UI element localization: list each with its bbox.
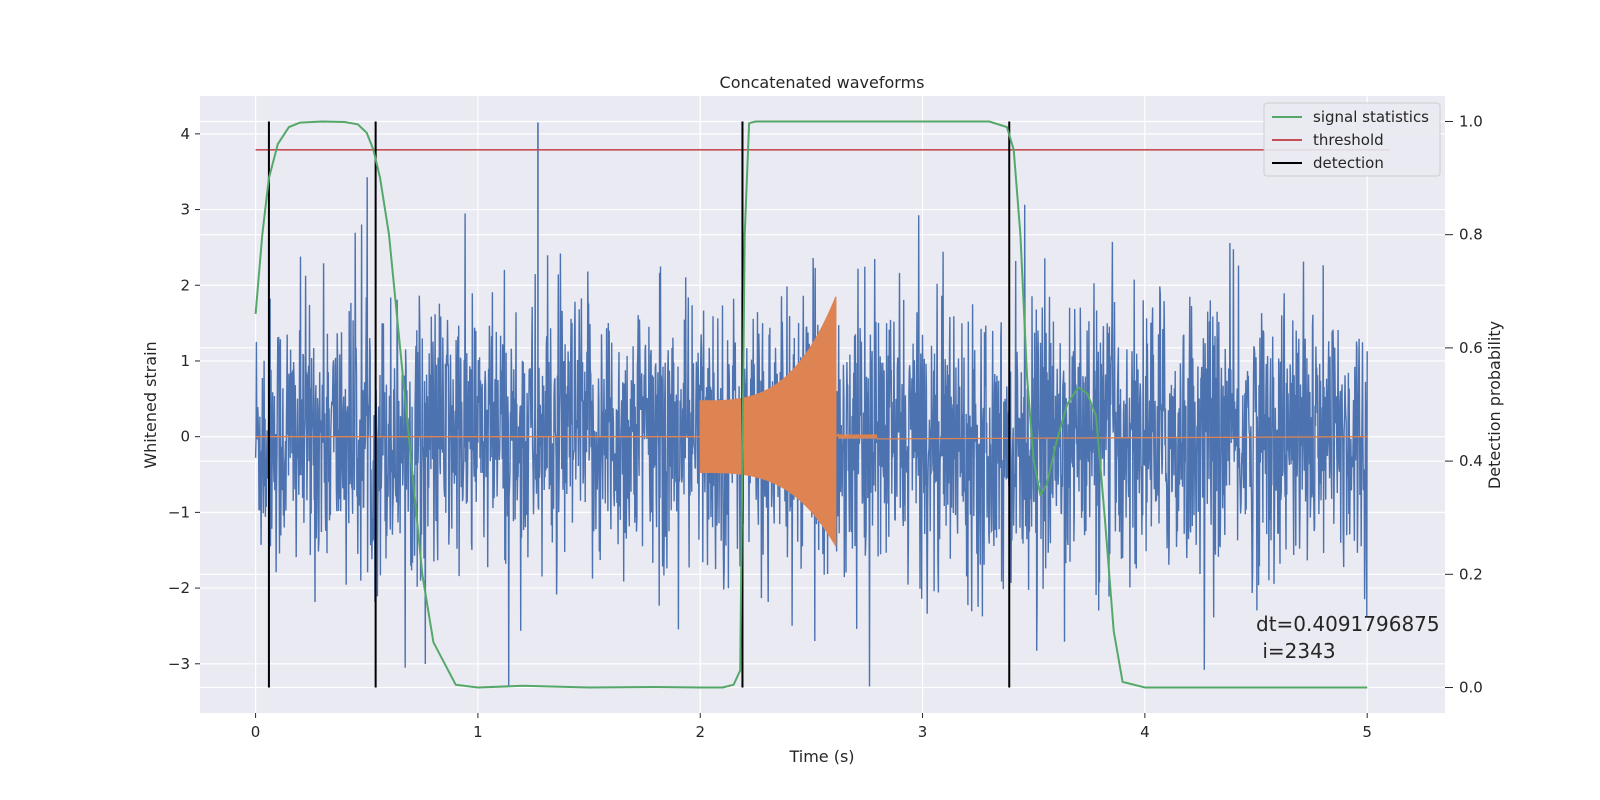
y-tick-label-4: 1 [180,352,190,370]
y-tick-label-7: 4 [180,125,190,143]
y2-tick-label-0: 0.0 [1459,679,1483,697]
y-tick-label-1: −2 [168,579,190,597]
legend-box [1263,102,1441,177]
legend-label-detection: detection [1313,154,1384,172]
x-tick-label-1: 1 [473,723,483,741]
legend: signal statistics threshold detection [1263,102,1441,177]
dt-annotation-line-0: dt=0.4091796875 [1256,612,1440,636]
injected-waveform-line [255,296,1368,547]
y-axis-label: Whitened strain [141,341,160,468]
injected-waveform-series [255,296,1368,547]
legend-label-signal-statistics: signal statistics [1313,108,1429,126]
y2-tick-label-2: 0.4 [1459,452,1483,470]
y-tick-label-2: −1 [168,503,190,521]
y2-axis-ticks: 0.0 0.2 0.4 0.6 0.8 1.0 [1445,112,1483,697]
y2-axis-label: Detection probability [1485,321,1504,489]
x-tick-label-3: 3 [918,723,928,741]
y2-tick-label-5: 1.0 [1459,112,1483,130]
y-tick-label-6: 3 [180,201,190,219]
signal-statistics-line [254,120,1368,689]
chart-title: Concatenated waveforms [720,73,925,92]
x-tick-label-2: 2 [695,723,705,741]
signal-statistics-series [254,120,1368,689]
x-tick-label-0: 0 [251,723,261,741]
x-axis-ticks: 0 1 2 3 4 5 [251,713,1372,741]
y2-tick-label-1: 0.2 [1459,565,1483,583]
y2-tick-label-4: 0.8 [1459,226,1483,244]
dt-annotation-line-1: i=2343 [1256,639,1336,663]
y-tick-label-5: 2 [180,276,190,294]
x-axis-label: Time (s) [788,747,854,766]
y-axis-ticks: −3 −2 −1 0 1 2 3 4 [168,125,200,673]
y2-tick-label-3: 0.6 [1459,339,1483,357]
legend-label-threshold: threshold [1313,131,1384,149]
x-tick-label-5: 5 [1362,723,1372,741]
x-tick-label-4: 4 [1140,723,1150,741]
y-tick-label-0: −3 [168,655,190,673]
y-tick-label-3: 0 [180,428,190,446]
dt-annotation: dt=0.4091796875 i=2343 [1256,612,1440,663]
